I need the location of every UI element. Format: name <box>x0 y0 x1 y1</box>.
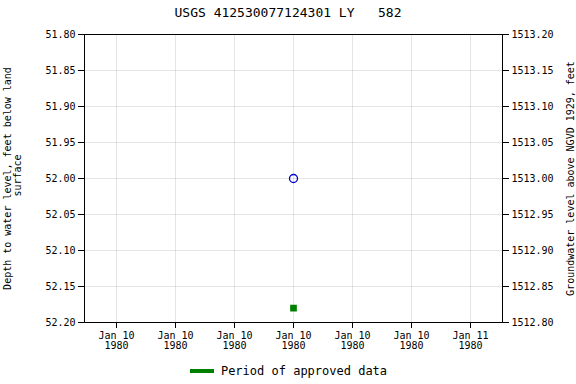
svg-text:Jan 101980: Jan 101980 <box>98 330 134 351</box>
svg-text:1512.85: 1512.85 <box>512 281 554 292</box>
svg-text:52.15: 52.15 <box>45 281 75 292</box>
svg-text:51.85: 51.85 <box>45 65 75 76</box>
html-text:USGS 412530077124301 LY 582: USGS 412530077124301 LY 582 <box>174 5 402 20</box>
svg-text:1513.20: 1513.20 <box>512 29 554 40</box>
svg-text:1513.10: 1513.10 <box>512 101 554 112</box>
svg-text:Jan 101980: Jan 101980 <box>157 330 193 351</box>
svg-text:Groundwater level above NGVD 1: Groundwater level above NGVD 1929, feet <box>565 61 576 296</box>
svg-text:52.05: 52.05 <box>45 209 75 220</box>
svg-text:Jan 101980: Jan 101980 <box>275 330 311 351</box>
svg-text:51.90: 51.90 <box>45 101 75 112</box>
svg-text:1512.80: 1512.80 <box>512 317 554 328</box>
svg-text:51.80: 51.80 <box>45 29 75 40</box>
svg-text:52.00: 52.00 <box>45 173 75 184</box>
svg-text:1512.90: 1512.90 <box>512 245 554 256</box>
svg-text:1513.05: 1513.05 <box>512 137 554 148</box>
svg-text:Depth to water level, feet bel: Depth to water level, feet below land su… <box>2 67 23 290</box>
svg-text:1512.95: 1512.95 <box>512 209 554 220</box>
svg-text:52.20: 52.20 <box>45 317 75 328</box>
svg-text:Jan 101980: Jan 101980 <box>334 330 370 351</box>
html-text:Period of approved data: Period of approved data <box>220 364 388 378</box>
svg-text:1513.15: 1513.15 <box>512 65 554 76</box>
svg-text:52.10: 52.10 <box>45 245 75 256</box>
svg-text:Jan 101980: Jan 101980 <box>393 330 429 351</box>
svg-text:1513.00: 1513.00 <box>512 173 554 184</box>
svg-text:Jan 111980: Jan 111980 <box>452 330 488 351</box>
svg-text:Jan 101980: Jan 101980 <box>216 330 252 351</box>
svg-text:51.95: 51.95 <box>45 137 75 148</box>
